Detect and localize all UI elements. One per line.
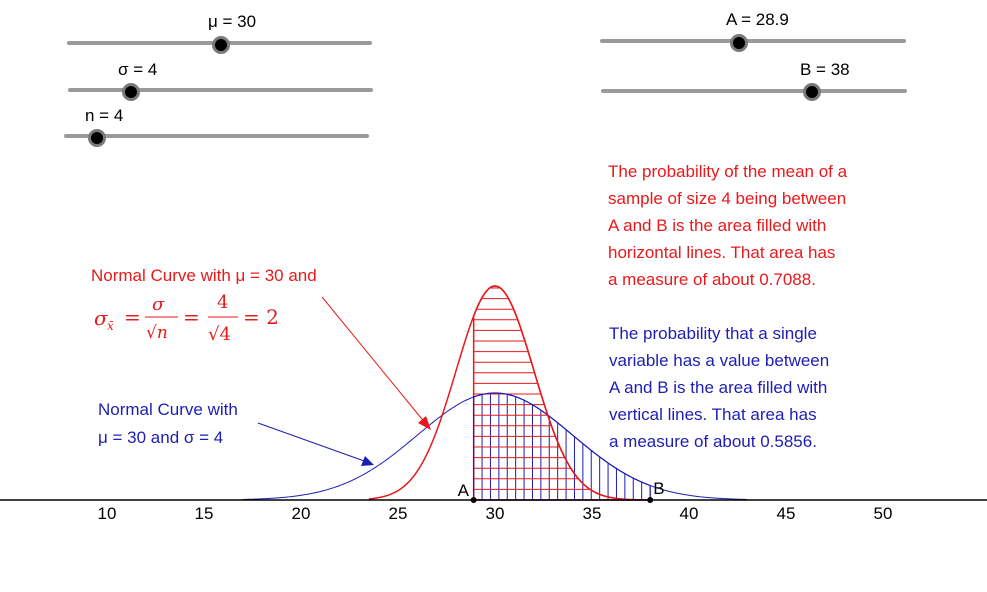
a-slider[interactable]: A = 28.9 xyxy=(598,8,908,52)
x-tick-label: 25 xyxy=(389,504,408,523)
formula-subscript: x̄ xyxy=(107,319,114,333)
point-a-label: A xyxy=(458,481,470,500)
formula-frac1-denominator: √n xyxy=(146,323,168,343)
red-normal-curve xyxy=(368,285,622,500)
n-slider[interactable]: n = 4 xyxy=(62,104,370,147)
blue-curve-label-line2: μ = 30 and σ = 4 xyxy=(98,428,223,447)
sample-mean-probability-note: The probability of the mean of a sample … xyxy=(608,162,848,289)
formula-frac2-denominator: √4 xyxy=(208,324,231,345)
b-slider-track[interactable] xyxy=(601,89,907,93)
standard-error-formula: σ x̄ = σ √n = 4 √4 = 2 xyxy=(94,292,279,345)
x-tick-label: 40 xyxy=(680,504,699,523)
n-slider-track[interactable] xyxy=(64,134,369,138)
red-annotation-arrow xyxy=(321,296,431,430)
blue-annotation-arrow xyxy=(257,422,374,466)
a-slider-handle[interactable] xyxy=(730,34,748,52)
mu-slider[interactable]: μ = 30 xyxy=(66,10,374,54)
b-slider[interactable]: B = 38 xyxy=(598,58,908,101)
formula-equals-2: = xyxy=(183,305,200,329)
a-slider-label: A = 28.9 xyxy=(726,10,789,29)
mu-slider-handle[interactable] xyxy=(212,36,230,54)
blue-vertical-hatch-area xyxy=(473,393,651,500)
sigma-slider-track[interactable] xyxy=(68,88,373,92)
x-tick-label: 35 xyxy=(583,504,602,523)
formula-frac1-numerator: σ xyxy=(152,294,165,315)
point-b[interactable] xyxy=(647,497,654,503)
n-slider-label: n = 4 xyxy=(85,106,124,125)
single-variable-probability-note: The probability that a single variable h… xyxy=(609,324,830,451)
mu-slider-label: μ = 30 xyxy=(208,12,257,31)
sigma-slider-handle[interactable] xyxy=(122,83,140,101)
x-tick-label: 10 xyxy=(98,504,117,523)
b-slider-label: B = 38 xyxy=(800,60,850,79)
blue-normal-curve xyxy=(242,392,748,500)
blue-curve-label-line1: Normal Curve with xyxy=(98,400,238,419)
x-tick-label: 30 xyxy=(486,504,505,523)
formula-result: = 2 xyxy=(243,305,279,329)
n-slider-handle[interactable] xyxy=(88,129,106,147)
formula-sigma: σ xyxy=(94,306,109,330)
point-a[interactable] xyxy=(470,497,477,503)
x-tick-label: 15 xyxy=(195,504,214,523)
sigma-slider[interactable]: σ = 4 xyxy=(66,58,374,101)
point-b-label: B xyxy=(653,479,664,498)
b-slider-handle[interactable] xyxy=(803,83,821,101)
red-curve-label: Normal Curve with μ = 30 and xyxy=(91,266,317,285)
red-horizontal-hatch-area xyxy=(473,287,651,500)
a-slider-track[interactable] xyxy=(600,39,906,43)
x-tick-label: 45 xyxy=(777,504,796,523)
x-tick-label: 50 xyxy=(874,504,893,523)
formula-equals-1: = xyxy=(124,305,141,329)
formula-frac2-numerator: 4 xyxy=(217,292,228,313)
x-tick-label: 20 xyxy=(292,504,311,523)
sigma-slider-label: σ = 4 xyxy=(118,60,158,79)
